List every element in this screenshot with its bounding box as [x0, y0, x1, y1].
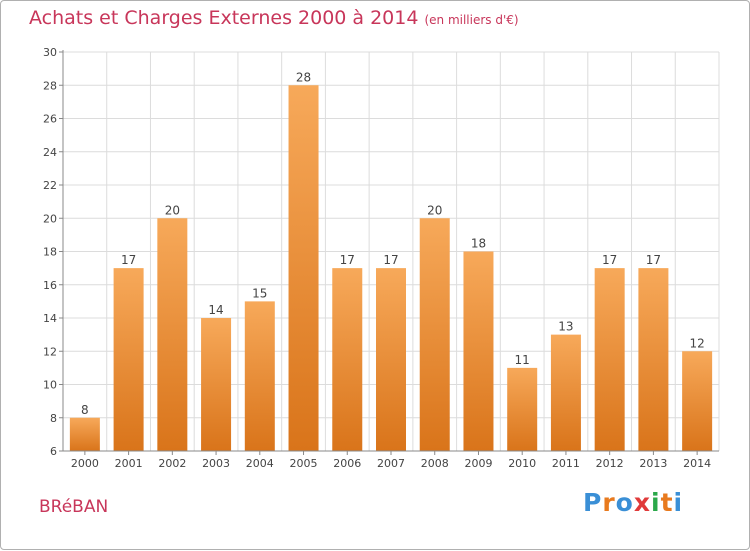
bar: [69, 417, 100, 451]
y-tick-label: 14: [43, 312, 57, 325]
bar: [113, 268, 144, 451]
x-tick-label: 2002: [158, 457, 186, 470]
bar-value-label: 17: [121, 253, 136, 267]
chart-title: Achats et Charges Externes 2000 à 2014 (e…: [29, 7, 519, 29]
y-tick-label: 12: [43, 345, 57, 358]
logo-letter: i: [673, 488, 684, 517]
bar-value-label: 17: [340, 253, 355, 267]
logo-letter: x: [633, 488, 651, 517]
bar: [463, 251, 494, 451]
logo-letter: o: [615, 488, 634, 517]
y-tick-label: 6: [50, 445, 57, 458]
bar-value-label: 17: [383, 253, 398, 267]
y-tick-label: 26: [43, 113, 57, 126]
x-tick-label: 2010: [508, 457, 536, 470]
logo-letter: P: [583, 488, 603, 517]
bar-value-label: 17: [602, 253, 617, 267]
x-tick-label: 2007: [377, 457, 405, 470]
bar: [244, 301, 275, 451]
y-tick-label: 20: [43, 212, 57, 225]
bar: [376, 268, 406, 451]
bar-value-label: 17: [646, 253, 661, 267]
bar-value-label: 20: [427, 203, 442, 217]
logo-letter: i: [651, 488, 661, 517]
bar-value-label: 11: [515, 353, 530, 367]
bar: [288, 85, 319, 451]
bar: [638, 268, 669, 451]
x-tick-label: 2005: [290, 457, 318, 470]
y-tick-label: 10: [43, 379, 57, 392]
bar-value-label: 12: [689, 336, 704, 350]
y-tick-label: 28: [43, 79, 57, 92]
bar-value-label: 28: [296, 70, 311, 84]
bars: [69, 85, 713, 451]
bar: [682, 351, 713, 451]
bar-value-label: 13: [558, 320, 573, 334]
x-tick-label: 2006: [333, 457, 361, 470]
proxiti-logo: Proxiti: [583, 488, 683, 517]
y-tick-label: 18: [43, 246, 57, 259]
data-labels: 8 17 20 14 15 28 17 17 20 18 11 13 17 17 12: [81, 70, 705, 417]
chart-subtitle: (en milliers d'€): [424, 13, 519, 27]
x-tick-label: 2009: [464, 457, 492, 470]
bar-value-label: 20: [165, 203, 180, 217]
axes: 6 8 10 12 14 16 18 20 22 24 26 28 30 2000 2001 2002 2003…: [43, 46, 719, 470]
logo-letter: r: [602, 488, 616, 517]
x-tick-label: 2004: [246, 457, 274, 470]
x-tick-label: 2014: [683, 457, 711, 470]
x-tick-label: 2003: [202, 457, 230, 470]
bar-value-label: 15: [252, 286, 267, 300]
x-tick-label: 2013: [639, 457, 667, 470]
x-tick-label: 2008: [421, 457, 449, 470]
bar: [507, 367, 538, 451]
bar-value-label: 8: [81, 403, 89, 417]
y-tick-label: 16: [43, 279, 57, 292]
place-name: BRéBAN: [39, 497, 109, 517]
y-tick-label: 8: [50, 412, 57, 425]
bar: [419, 218, 450, 451]
bar-value-label: 14: [208, 303, 223, 317]
x-tick-label: 2001: [115, 457, 143, 470]
bar: [157, 218, 188, 451]
y-tick-label: 24: [43, 146, 57, 159]
bar: [550, 334, 581, 451]
x-tick-label: 2011: [552, 457, 580, 470]
y-tick-label: 22: [43, 179, 57, 192]
bar: [332, 268, 363, 451]
bar: [594, 268, 625, 451]
chart-title-text: Achats et Charges Externes 2000 à 2014: [29, 7, 419, 29]
y-tick-label: 30: [43, 46, 57, 59]
logo-letter: t: [660, 488, 674, 517]
bar-value-label: 18: [471, 237, 486, 251]
bar: [201, 318, 232, 451]
x-tick-label: 2012: [596, 457, 624, 470]
x-tick-label: 2000: [71, 457, 99, 470]
